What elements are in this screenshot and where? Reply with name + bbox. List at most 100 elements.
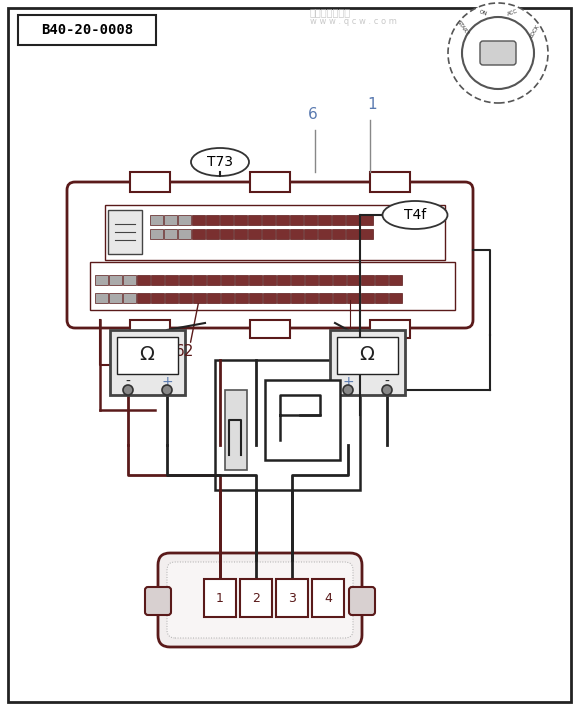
FancyBboxPatch shape — [192, 293, 206, 302]
FancyBboxPatch shape — [225, 390, 247, 470]
FancyBboxPatch shape — [332, 275, 346, 285]
Text: START: START — [456, 20, 469, 37]
FancyBboxPatch shape — [117, 337, 178, 374]
FancyBboxPatch shape — [150, 275, 163, 285]
Text: B40-20-0008: B40-20-0008 — [41, 23, 133, 37]
FancyBboxPatch shape — [304, 275, 317, 285]
FancyBboxPatch shape — [95, 275, 107, 285]
FancyBboxPatch shape — [206, 229, 218, 239]
FancyBboxPatch shape — [263, 293, 275, 302]
FancyBboxPatch shape — [130, 320, 170, 338]
Text: T4f: T4f — [404, 208, 426, 222]
FancyBboxPatch shape — [123, 293, 135, 302]
FancyBboxPatch shape — [290, 275, 303, 285]
Ellipse shape — [191, 148, 249, 176]
FancyBboxPatch shape — [275, 229, 289, 239]
FancyBboxPatch shape — [248, 229, 260, 239]
FancyBboxPatch shape — [346, 293, 360, 302]
FancyBboxPatch shape — [304, 293, 317, 302]
Circle shape — [382, 385, 392, 395]
Text: LOCK: LOCK — [529, 24, 541, 39]
FancyBboxPatch shape — [145, 587, 171, 615]
FancyBboxPatch shape — [164, 293, 178, 302]
FancyBboxPatch shape — [192, 229, 205, 239]
FancyBboxPatch shape — [277, 293, 289, 302]
FancyBboxPatch shape — [375, 275, 388, 285]
FancyBboxPatch shape — [389, 293, 401, 302]
FancyBboxPatch shape — [123, 275, 135, 285]
FancyBboxPatch shape — [375, 293, 388, 302]
FancyBboxPatch shape — [234, 229, 246, 239]
FancyBboxPatch shape — [178, 229, 191, 239]
FancyBboxPatch shape — [303, 214, 317, 224]
FancyBboxPatch shape — [149, 229, 163, 239]
FancyBboxPatch shape — [192, 214, 205, 224]
Text: 1: 1 — [367, 97, 377, 112]
FancyBboxPatch shape — [235, 275, 248, 285]
Text: Ω: Ω — [139, 344, 155, 364]
FancyBboxPatch shape — [370, 320, 410, 338]
FancyBboxPatch shape — [130, 172, 170, 192]
FancyBboxPatch shape — [149, 214, 163, 224]
FancyBboxPatch shape — [95, 293, 107, 302]
FancyBboxPatch shape — [263, 275, 275, 285]
FancyBboxPatch shape — [332, 214, 345, 224]
Circle shape — [462, 17, 534, 89]
FancyBboxPatch shape — [163, 214, 177, 224]
FancyBboxPatch shape — [249, 275, 261, 285]
FancyBboxPatch shape — [360, 275, 374, 285]
Text: 53: 53 — [340, 344, 360, 359]
FancyBboxPatch shape — [248, 214, 260, 224]
FancyBboxPatch shape — [275, 214, 289, 224]
Circle shape — [123, 385, 133, 395]
FancyBboxPatch shape — [250, 320, 290, 338]
FancyBboxPatch shape — [108, 210, 142, 254]
Text: Ω: Ω — [360, 344, 374, 364]
FancyBboxPatch shape — [150, 293, 163, 302]
FancyBboxPatch shape — [137, 275, 149, 285]
FancyBboxPatch shape — [234, 214, 246, 224]
Text: 6: 6 — [308, 107, 318, 122]
FancyBboxPatch shape — [332, 229, 345, 239]
Text: 1: 1 — [216, 591, 224, 604]
FancyBboxPatch shape — [221, 275, 234, 285]
FancyBboxPatch shape — [204, 579, 236, 617]
FancyBboxPatch shape — [346, 275, 360, 285]
FancyBboxPatch shape — [276, 579, 308, 617]
FancyBboxPatch shape — [318, 293, 332, 302]
FancyBboxPatch shape — [178, 293, 192, 302]
Text: +: + — [161, 375, 173, 389]
FancyBboxPatch shape — [480, 41, 516, 65]
FancyBboxPatch shape — [290, 293, 303, 302]
FancyBboxPatch shape — [249, 293, 261, 302]
FancyBboxPatch shape — [109, 293, 121, 302]
FancyBboxPatch shape — [261, 229, 274, 239]
FancyBboxPatch shape — [110, 330, 185, 395]
FancyBboxPatch shape — [90, 262, 455, 310]
FancyBboxPatch shape — [303, 229, 317, 239]
FancyBboxPatch shape — [215, 360, 360, 490]
FancyBboxPatch shape — [192, 275, 206, 285]
FancyBboxPatch shape — [240, 579, 272, 617]
FancyBboxPatch shape — [360, 229, 372, 239]
FancyBboxPatch shape — [370, 172, 410, 192]
FancyBboxPatch shape — [167, 562, 353, 638]
FancyBboxPatch shape — [178, 214, 191, 224]
Circle shape — [343, 385, 353, 395]
Text: T73: T73 — [207, 155, 233, 169]
Text: w w w . q c w . c o m: w w w . q c w . c o m — [310, 18, 397, 26]
Text: 62: 62 — [175, 344, 195, 359]
Text: ACC: ACC — [507, 9, 519, 17]
Text: ON: ON — [479, 9, 488, 16]
FancyBboxPatch shape — [158, 553, 362, 647]
FancyBboxPatch shape — [289, 214, 303, 224]
FancyBboxPatch shape — [109, 275, 121, 285]
Text: 2: 2 — [252, 591, 260, 604]
Circle shape — [162, 385, 172, 395]
FancyBboxPatch shape — [178, 275, 192, 285]
FancyBboxPatch shape — [360, 293, 374, 302]
FancyBboxPatch shape — [360, 214, 372, 224]
Text: 汽车维修技术网: 汽车维修技术网 — [310, 7, 351, 17]
FancyBboxPatch shape — [250, 172, 290, 192]
FancyBboxPatch shape — [346, 229, 358, 239]
